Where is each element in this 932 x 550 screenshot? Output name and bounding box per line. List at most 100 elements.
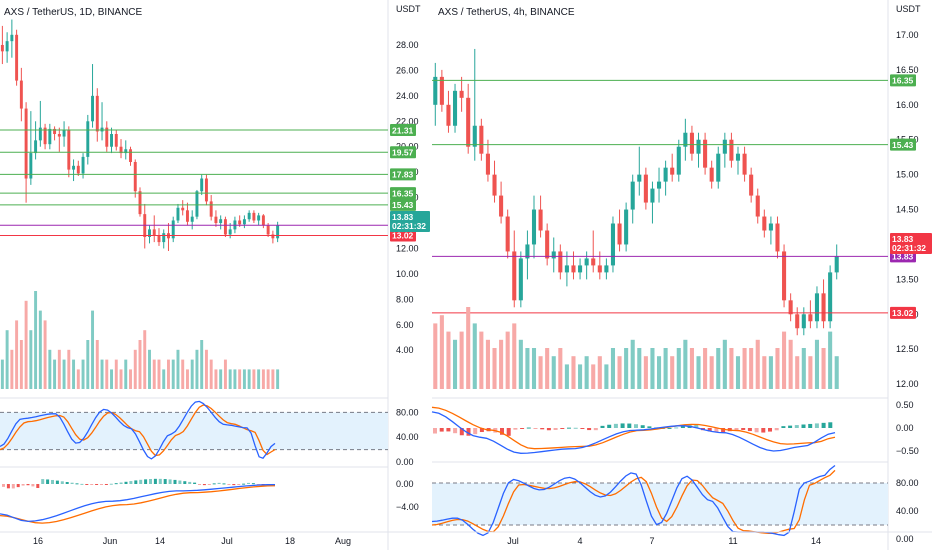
stoch-k-line bbox=[0, 400, 276, 460]
macd-histogram-bar bbox=[51, 479, 54, 484]
macd-histogram-bar bbox=[453, 428, 458, 434]
volume-bar bbox=[38, 310, 42, 389]
volume-bar bbox=[775, 348, 780, 389]
macd-histogram-bar bbox=[707, 428, 712, 432]
candle-body bbox=[696, 139, 701, 154]
macd-histogram-bar bbox=[21, 484, 25, 486]
candle-body bbox=[271, 234, 275, 239]
candle-body bbox=[610, 223, 616, 266]
volume-bar bbox=[617, 356, 622, 389]
macd-histogram-bar bbox=[149, 479, 152, 484]
candle-body bbox=[200, 178, 204, 192]
macd-histogram-bar bbox=[674, 427, 679, 429]
macd-histogram-bar bbox=[153, 478, 157, 484]
volume-bar bbox=[200, 340, 204, 389]
candle-body bbox=[545, 230, 550, 259]
volume-bar bbox=[624, 348, 629, 389]
level-tag-label: 15.43 bbox=[392, 200, 414, 210]
candle-body bbox=[676, 146, 681, 175]
volume-bar bbox=[81, 359, 85, 389]
macd-histogram-bar bbox=[560, 428, 565, 429]
price-tick-label: 8.00 bbox=[396, 294, 414, 304]
volume-bar bbox=[472, 323, 477, 389]
macd-histogram-bar bbox=[734, 428, 739, 431]
candle-body bbox=[650, 188, 655, 203]
volume-bars bbox=[0, 291, 280, 389]
candle-body bbox=[571, 265, 576, 273]
current-price-label: 13.83 bbox=[892, 234, 914, 244]
volume-bar bbox=[276, 369, 280, 389]
stoch-tick-label: 0.00 bbox=[396, 457, 414, 467]
volume-bar bbox=[531, 348, 537, 389]
volume-bar bbox=[10, 349, 14, 389]
volume-bar bbox=[24, 300, 28, 389]
candle-body bbox=[597, 265, 602, 273]
level-tag bbox=[390, 198, 416, 211]
volume-bar bbox=[181, 359, 185, 389]
macd-histogram-bar bbox=[217, 482, 221, 484]
candle-body bbox=[505, 216, 510, 252]
candle-body bbox=[129, 149, 132, 162]
volume-bar bbox=[76, 369, 80, 389]
volume-bar bbox=[703, 348, 708, 389]
candle-body bbox=[242, 219, 246, 225]
candle-body bbox=[185, 210, 189, 222]
volume-bar bbox=[834, 356, 839, 389]
macd-tick-label: 0.00 bbox=[896, 423, 914, 433]
macd-histogram-bar bbox=[55, 480, 59, 484]
candle-body bbox=[762, 216, 767, 231]
volume-bar bbox=[95, 340, 99, 389]
macd-histogram-bar bbox=[607, 424, 612, 428]
volume-bar bbox=[538, 356, 543, 389]
candle-body bbox=[72, 165, 76, 170]
macd-histogram-bar bbox=[567, 427, 571, 429]
volume-bar bbox=[755, 339, 760, 389]
stoch-tick-label: 0.00 bbox=[896, 534, 914, 544]
price-tick-label: 6.00 bbox=[396, 320, 414, 330]
macd-histogram-bar bbox=[222, 483, 226, 485]
candle-body bbox=[209, 201, 213, 217]
candle-body bbox=[558, 251, 563, 273]
volume-bar bbox=[176, 349, 180, 389]
candle-body bbox=[34, 140, 38, 154]
volume-bar bbox=[252, 369, 256, 389]
volume-bars bbox=[433, 307, 839, 389]
time-tick-label: 7 bbox=[649, 536, 654, 546]
macd-histogram-bar bbox=[647, 426, 652, 428]
macd-histogram-bar bbox=[433, 428, 437, 434]
macd-histogram-bar bbox=[65, 482, 69, 484]
volume-bar bbox=[466, 307, 471, 389]
macd-signal-line bbox=[0, 485, 276, 524]
price-tick-label: 13.50 bbox=[896, 274, 919, 284]
macd-histogram-bar bbox=[139, 479, 143, 484]
volume-bar bbox=[512, 323, 517, 389]
candle-body bbox=[67, 130, 71, 170]
macd-histogram-bar bbox=[808, 423, 813, 428]
volume-bar bbox=[57, 349, 61, 389]
volume-bar bbox=[67, 349, 71, 389]
level-tag bbox=[390, 229, 416, 242]
volume-bar bbox=[157, 359, 161, 389]
candle-body bbox=[124, 149, 128, 154]
volume-bar bbox=[558, 348, 563, 389]
macd-histogram-bar bbox=[247, 482, 250, 484]
macd-histogram-bar bbox=[520, 428, 525, 429]
volume-bar bbox=[492, 348, 497, 389]
volume-bar bbox=[578, 364, 583, 389]
macd-histogram-bar bbox=[188, 481, 192, 484]
macd-histogram-bar bbox=[513, 428, 518, 430]
macd-histogram-bar bbox=[75, 483, 79, 485]
macd-histogram-bar bbox=[580, 428, 585, 429]
volume-bar bbox=[43, 320, 47, 389]
candle-body bbox=[62, 130, 66, 137]
candle-body bbox=[53, 128, 57, 135]
macd-histogram-bar bbox=[70, 482, 74, 484]
candle-body bbox=[821, 293, 826, 322]
stoch-tick-label: 40.00 bbox=[896, 506, 919, 516]
macd-histogram-bar bbox=[821, 422, 826, 428]
volume-bar bbox=[152, 359, 156, 389]
price-tick-label: 17.00 bbox=[896, 30, 919, 40]
candle-body bbox=[0, 44, 4, 52]
macd-histogram-bar bbox=[41, 479, 45, 484]
